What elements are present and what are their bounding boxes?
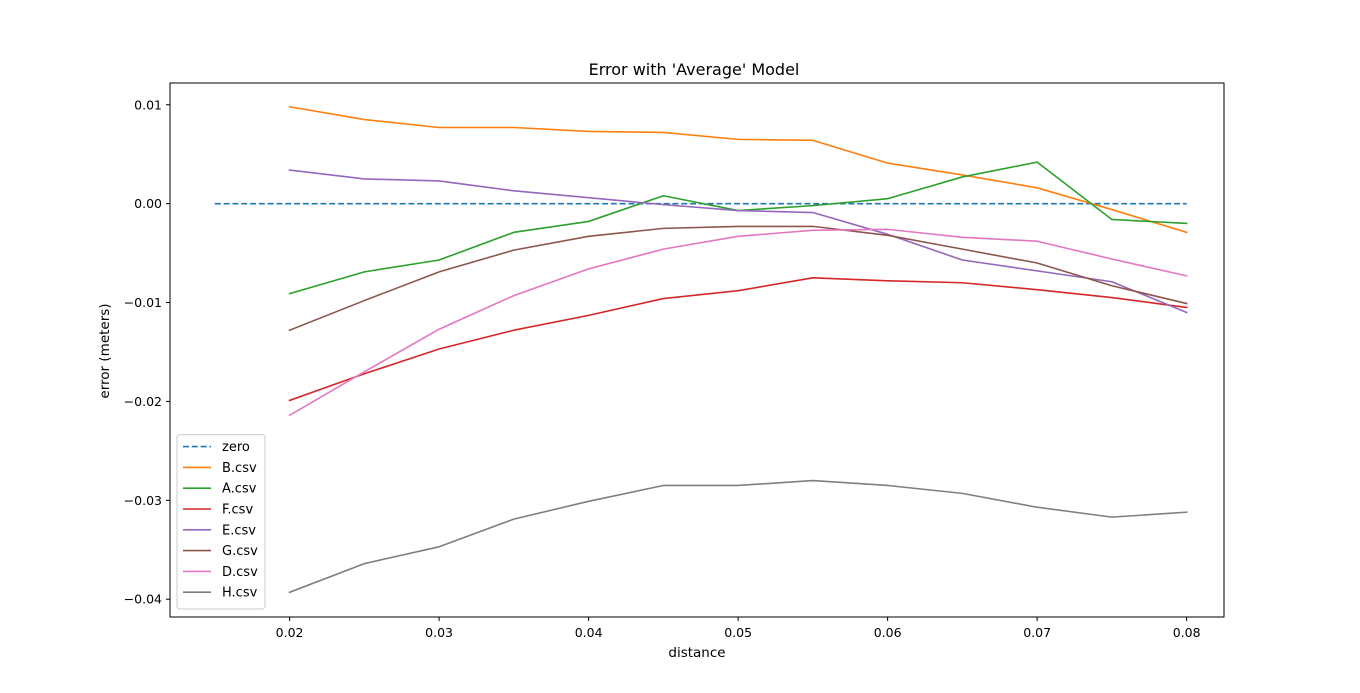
series-line-b-csv: [288, 105, 1188, 234]
y-tick-label: −0.01: [124, 295, 162, 310]
chart-title: Error with 'Average' Model: [589, 60, 800, 79]
x-tick-label: 0.05: [724, 625, 752, 640]
series-line-h-csv: [288, 479, 1188, 594]
series-line-g-csv: [288, 225, 1188, 332]
axes-frame: [169, 82, 1225, 618]
y-tick-label: 0.00: [134, 196, 162, 211]
plot-area: 0.02 0.03 0.04 0.05 0.06 0.07 0.08 0.01 0.00 −0.0…: [124, 82, 1225, 640]
series-line-f-csv: [288, 277, 1188, 402]
y-axis-label: error (meters): [97, 303, 113, 398]
legend: zero B.csv A.csv F.csv E.csv G.csv D.csv H.csv: [176, 434, 266, 610]
x-tick-label: 0.04: [575, 625, 603, 640]
y-tick-label: −0.04: [124, 592, 162, 607]
y-tick-label: −0.02: [124, 394, 162, 409]
x-tick-label: 0.03: [425, 625, 453, 640]
legend-label: zero: [222, 440, 250, 455]
x-tick-label: 0.02: [276, 625, 304, 640]
x-axis-label: distance: [668, 645, 725, 661]
legend-label: H.csv: [222, 586, 258, 601]
x-tick-label: 0.07: [1023, 625, 1051, 640]
x-tick-label: 0.06: [874, 625, 902, 640]
series-line-d-csv: [288, 228, 1188, 417]
legend-label: G.csv: [222, 544, 258, 559]
series-line-e-csv: [288, 169, 1188, 314]
legend-label: B.csv: [222, 461, 257, 476]
legend-label: F.csv: [222, 503, 253, 518]
x-tick-label: 0.08: [1173, 625, 1201, 640]
legend-box: [176, 434, 266, 610]
y-tick-label: 0.01: [134, 97, 162, 112]
legend-label: E.csv: [222, 523, 256, 538]
y-tick-label: −0.03: [124, 493, 162, 508]
legend-label: A.csv: [222, 482, 257, 497]
series-line-a-csv: [288, 161, 1188, 295]
legend-label: D.csv: [222, 565, 258, 580]
